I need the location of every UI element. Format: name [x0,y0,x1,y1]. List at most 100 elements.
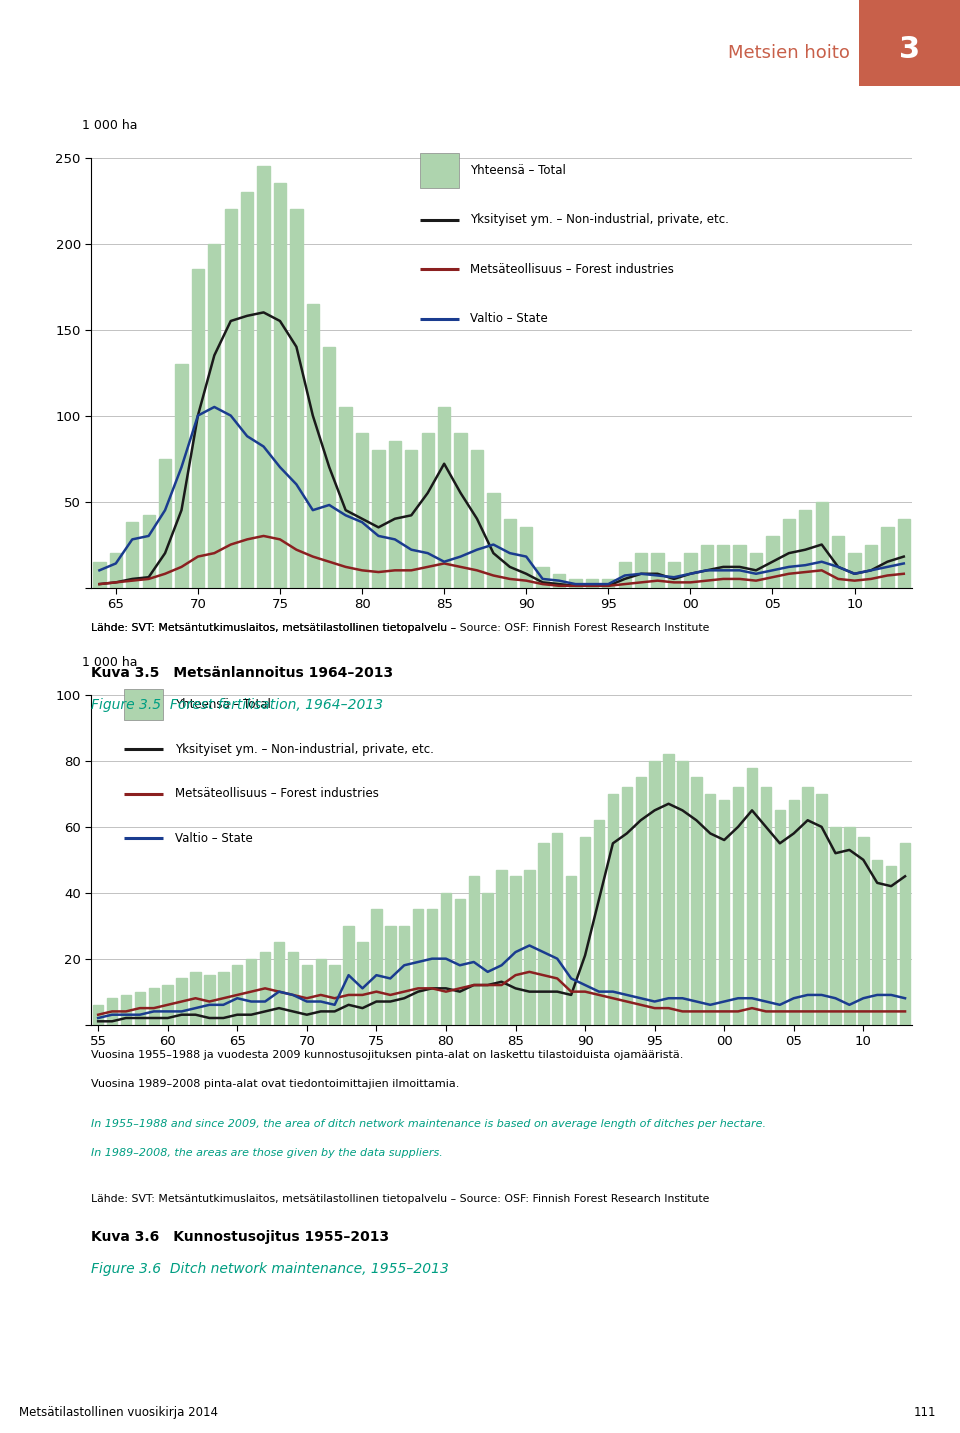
Bar [288,952,299,1025]
Bar [636,777,646,1025]
Bar [652,553,663,588]
Bar [107,999,117,1025]
Text: Figure 3.5  Forest fertilisation, 1964–2013: Figure 3.5 Forest fertilisation, 1964–20… [91,698,383,712]
Bar [668,562,680,588]
Bar [832,536,844,588]
Bar [816,794,827,1025]
Bar [520,527,533,588]
Bar [719,801,730,1025]
Bar [232,966,243,1025]
Bar [799,510,811,588]
Bar [732,787,743,1025]
Text: Kuva 3.6  Kunnostusojitus 1955–2013: Kuva 3.6 Kunnostusojitus 1955–2013 [91,1230,390,1244]
Bar [886,867,897,1025]
Bar [594,820,604,1025]
Bar [552,834,563,1025]
Bar [881,527,894,588]
Bar [204,976,215,1025]
Bar [162,984,173,1025]
Text: Vuosina 1989–2008 pinta-alat ovat tiedontoimittajien ilmoittamia.: Vuosina 1989–2008 pinta-alat ovat tiedon… [91,1079,460,1089]
Bar [747,768,757,1025]
Bar [859,0,960,86]
Bar [399,926,409,1025]
Bar [733,545,746,588]
Bar [306,304,319,588]
Bar [830,827,841,1025]
Bar [504,519,516,588]
Bar [208,244,221,588]
Bar [803,787,813,1025]
Bar [844,827,854,1025]
Bar [569,579,582,588]
Bar [344,926,354,1025]
Bar [816,502,828,588]
Bar [586,579,598,588]
Bar [372,450,385,588]
Bar [701,545,713,588]
Bar [511,876,520,1025]
Bar [602,579,614,588]
Bar [260,952,271,1025]
Text: Yksityiset ym. – Non-industrial, private, etc.: Yksityiset ym. – Non-industrial, private… [470,214,730,226]
Text: Metsäteollisuus – Forest industries: Metsäteollisuus – Forest industries [175,787,379,801]
Bar [93,562,106,588]
Bar [849,553,861,588]
Bar [455,900,465,1025]
Bar [192,269,204,588]
Bar [241,192,253,588]
Bar [663,754,674,1025]
Bar [389,441,401,588]
Bar [126,522,138,588]
Bar [324,347,335,588]
Bar [420,153,459,188]
Bar [775,811,785,1025]
Bar [539,843,548,1025]
Text: Valtio – State: Valtio – State [175,833,252,845]
Text: Vuosina 1955–1988 ja vuodesta 2009 kunnostusojituksen pinta-alat on laskettu til: Vuosina 1955–1988 ja vuodesta 2009 kunno… [91,1050,684,1060]
Bar [782,519,795,588]
Bar [124,689,163,721]
Bar [750,553,762,588]
Bar [705,794,715,1025]
Bar [900,843,910,1025]
Bar [621,787,632,1025]
Text: Metsien hoito: Metsien hoito [728,44,850,62]
Bar [190,972,201,1025]
Bar [766,536,779,588]
Bar [109,553,122,588]
Bar [649,761,660,1025]
Bar [142,516,155,588]
Bar [427,910,437,1025]
Bar [421,433,434,588]
Bar [858,837,869,1025]
Bar [385,926,396,1025]
Bar [329,966,340,1025]
Bar [483,893,492,1025]
Bar [274,183,286,588]
Text: Lähde: SVT: Metsäntutkimuslaitos, metsätilastollinen tietopalvelu –: Lähde: SVT: Metsäntutkimuslaitos, metsät… [91,623,460,633]
Bar [468,876,479,1025]
Bar [454,433,467,588]
Bar [413,910,423,1025]
Bar [684,553,697,588]
Bar [760,787,771,1025]
Bar [159,459,171,588]
Bar [357,943,368,1025]
Bar [438,407,450,588]
Text: Lähde: SVT: Metsäntutkimuslaitos, metsätilastollinen tietopalvelu – Source: OSF:: Lähde: SVT: Metsäntutkimuslaitos, metsät… [91,623,709,633]
Text: Metsätilastollinen vuosikirja 2014: Metsätilastollinen vuosikirja 2014 [19,1406,218,1419]
Bar [553,573,565,588]
Bar [177,979,187,1025]
Bar [898,519,910,588]
Bar [580,837,590,1025]
Bar [788,801,799,1025]
Text: Figure 3.6  Ditch network maintenance, 1955–2013: Figure 3.6 Ditch network maintenance, 19… [91,1262,449,1277]
Text: 111: 111 [914,1406,936,1419]
Bar [356,433,369,588]
Bar [93,1005,104,1025]
Bar [290,209,302,588]
Bar [121,995,132,1025]
Text: 3: 3 [899,36,921,64]
Bar [134,992,145,1025]
Bar [677,761,687,1025]
